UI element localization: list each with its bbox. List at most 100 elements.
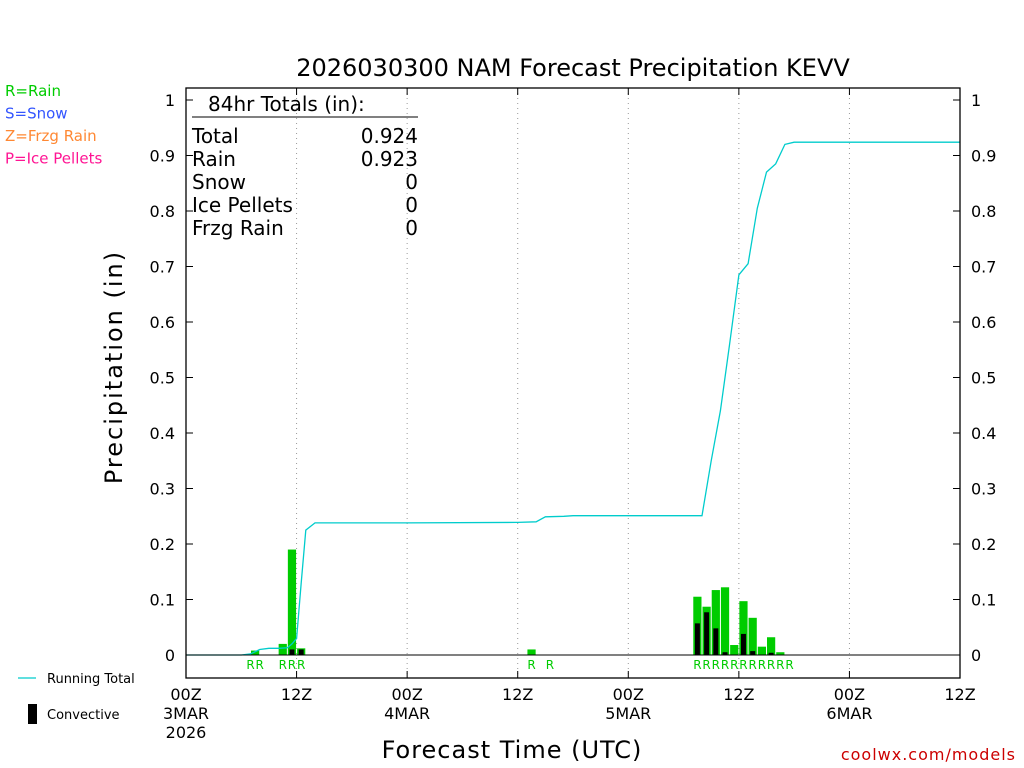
y-tick-label-right: 0.7 [971, 258, 996, 277]
x-tick-label: 12Z [723, 685, 754, 704]
convective-bar [704, 612, 710, 655]
y-tick-label-right: 0.2 [971, 535, 996, 554]
x-tick-label: 2026 [166, 723, 207, 742]
totals-value: 0 [405, 193, 418, 217]
ptype-mark: R [739, 658, 747, 672]
y-tick-label-right: 0.5 [971, 369, 996, 388]
x-tick-label: 12Z [281, 685, 312, 704]
y-tick-label-right: 0.3 [971, 480, 996, 499]
ptype-mark: R [546, 658, 554, 672]
convective-bars [289, 612, 774, 655]
bottom-legend-label: Running Total [47, 672, 135, 687]
y-tick-label-left: 0.4 [150, 424, 175, 443]
y-tick-label-right: 0.1 [971, 591, 996, 610]
y-tick-label-right: 0.8 [971, 202, 996, 221]
precip-bar [251, 650, 260, 655]
credit-text: coolwx.com/models [841, 745, 1016, 764]
convective-bar [768, 652, 774, 655]
totals-value: 0 [405, 216, 418, 240]
ptype-legend: R=Rain S=Snow Z=Frzg Rain P=Ice Pellets [5, 82, 102, 168]
y-tick-label-right: 0.4 [971, 424, 996, 443]
convective-bar [694, 623, 700, 655]
totals-label: Ice Pellets [192, 193, 293, 217]
precip-bar [739, 601, 748, 655]
convective-bar [289, 649, 295, 655]
ptype-legend-item: P=Ice Pellets [5, 150, 102, 168]
y-tick-label-left: 0.2 [150, 535, 175, 554]
ptype-mark: R [256, 658, 264, 672]
convective-legend-swatch [28, 704, 37, 724]
precip-bar [730, 645, 739, 655]
x-tick-label: 6MAR [826, 704, 872, 723]
y-tick-label-left: 0.6 [150, 313, 175, 332]
totals-label: Frzg Rain [192, 216, 284, 240]
convective-bar [298, 649, 304, 655]
convective-bar [740, 633, 746, 655]
ptype-mark: R [297, 658, 305, 672]
ptype-mark: R [767, 658, 775, 672]
totals-value: 0.924 [361, 124, 418, 148]
ptype-legend-item: S=Snow [5, 105, 68, 123]
bottom-legend-label: Convective [47, 708, 120, 723]
totals-value: 0.923 [361, 147, 418, 171]
x-axis-label: Forecast Time (UTC) [382, 736, 643, 764]
precip-bar [757, 646, 766, 655]
y-tick-label-right: 0 [971, 646, 981, 665]
ptype-mark: R [246, 658, 254, 672]
y-axis-left: 0 0.1 0.2 0.3 0.4 0.5 0.6 0.7 0.8 0.9 1 [150, 91, 193, 665]
y-axis-right: 0 0.1 0.2 0.3 0.4 0.5 0.6 0.7 0.8 0.9 1 [953, 91, 996, 665]
precip-bar [776, 652, 785, 655]
ptype-mark: R [749, 658, 757, 672]
precip-bar [278, 643, 287, 655]
convective-bar [722, 652, 728, 655]
ptype-legend-item: Z=Frzg Rain [5, 127, 97, 145]
y-tick-label-left: 0.1 [150, 591, 175, 610]
y-tick-label-left: 0.8 [150, 202, 175, 221]
precip-bar [767, 637, 776, 655]
precip-bar [720, 587, 730, 655]
y-tick-label-left: 1 [165, 91, 175, 110]
totals-box: 84hr Totals (in): Total 0.924 Rain 0.923 Snow… [191, 92, 418, 240]
convective-bar [713, 628, 719, 655]
totals-label: Rain [192, 147, 236, 171]
ptype-mark: R [776, 658, 784, 672]
ptype-mark: R [712, 658, 720, 672]
y-tick-label-left: 0 [165, 646, 175, 665]
ptype-mark: R [721, 658, 729, 672]
totals-value: 0 [405, 170, 418, 194]
x-tick-label: 12Z [944, 685, 975, 704]
running-total-line [186, 141, 960, 656]
precip-bar [748, 617, 757, 655]
precip-bar [711, 590, 720, 655]
x-tick-label: 00Z [834, 685, 865, 704]
ptype-mark: R [702, 658, 710, 672]
y-tick-label-right: 0.9 [971, 147, 996, 166]
y-tick-label-left: 0.9 [150, 147, 175, 166]
precip-bar [527, 649, 536, 655]
chart-title: 2026030300 NAM Forecast Precipitation KE… [296, 54, 850, 82]
totals-label: Snow [192, 170, 246, 194]
y-tick-label-left: 0.3 [150, 480, 175, 499]
x-tick-label: 3MAR [163, 704, 209, 723]
bottom-legend: Running Total Convective [18, 672, 135, 724]
y-tick-label-right: 0.6 [971, 313, 996, 332]
totals-header: 84hr Totals (in): [208, 92, 365, 116]
totals-label: Total [191, 124, 239, 148]
y-axis-label: Precipitation (in) [100, 250, 128, 484]
x-tick-label: 4MAR [384, 704, 430, 723]
ptype-legend-item: R=Rain [5, 82, 61, 100]
y-tick-label-left: 0.7 [150, 258, 175, 277]
x-tick-label: 00Z [170, 685, 201, 704]
plot-frame [185, 87, 961, 679]
ptype-mark: R [785, 658, 793, 672]
ptype-mark: R [693, 658, 701, 672]
x-tick-label: 5MAR [605, 704, 651, 723]
x-tick-label: 00Z [391, 685, 422, 704]
grid-lines [296, 88, 850, 678]
ptype-mark: R [527, 658, 535, 672]
x-tick-label: 00Z [613, 685, 644, 704]
ptype-mark: R [279, 658, 287, 672]
